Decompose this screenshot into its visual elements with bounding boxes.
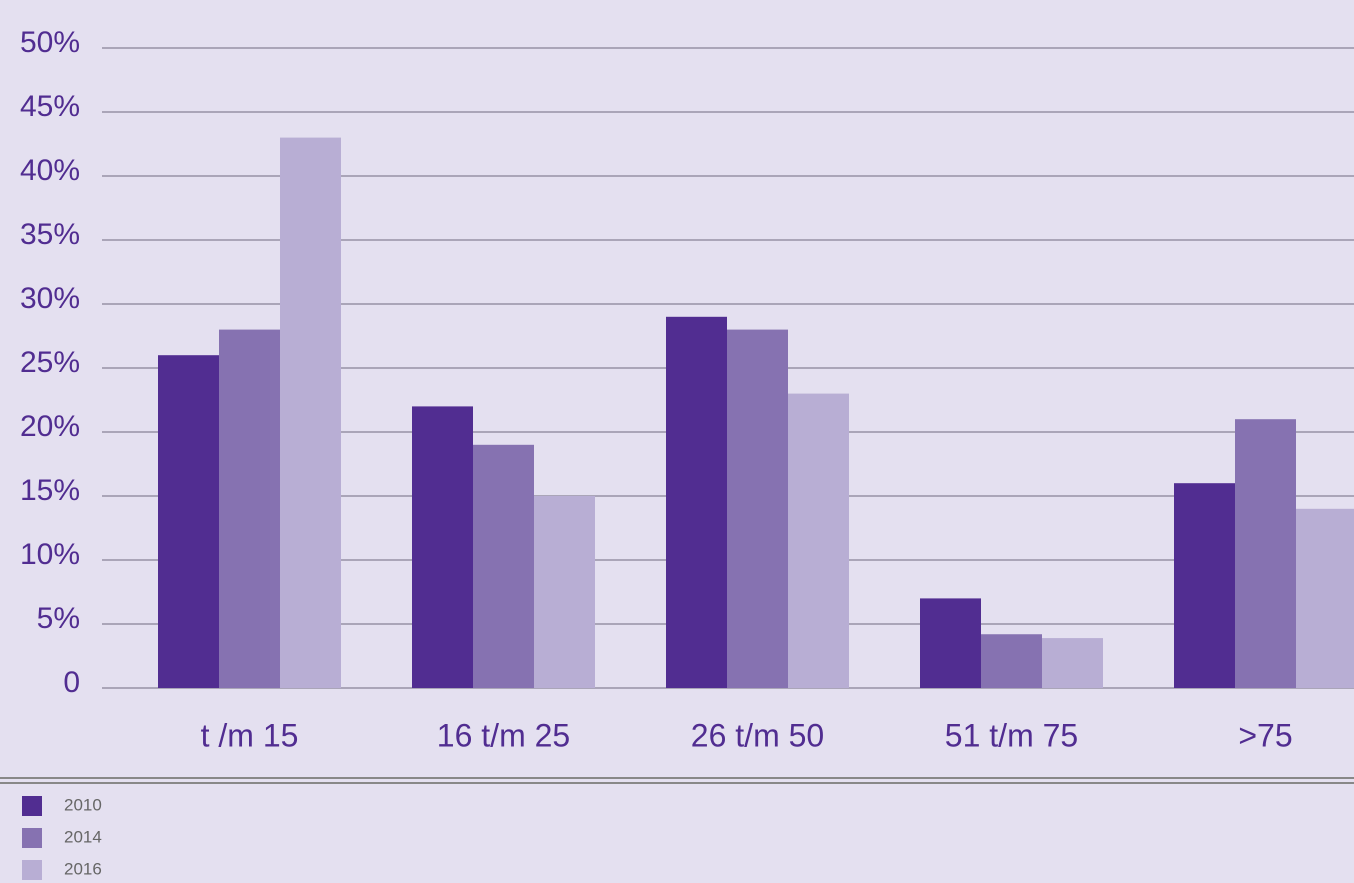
bar [1174,483,1235,688]
bar [158,355,219,688]
bar [473,444,534,688]
bar [1235,419,1296,688]
y-tick-label: 30% [20,282,80,315]
y-tick-label: 25% [20,346,80,379]
legend-swatch [22,796,42,816]
y-tick-label: 15% [20,474,80,507]
bar [219,329,280,688]
legend-label: 2014 [64,827,102,846]
y-tick-label: 20% [20,410,80,443]
bar [1042,638,1103,688]
x-tick-label: 16 t/m 25 [437,717,570,753]
bar [412,406,473,688]
legend-label: 2016 [64,859,102,878]
x-tick-label: >75 [1238,717,1292,753]
bar [920,598,981,688]
legend-swatch [22,860,42,880]
bar [280,137,341,689]
y-tick-label: 0 [63,666,80,699]
legend-label: 2010 [64,795,102,814]
y-tick-label: 5% [37,602,80,635]
bar [727,329,788,688]
x-tick-label: 51 t/m 75 [945,717,1078,753]
x-tick-label: t /m 15 [201,717,299,753]
y-tick-label: 40% [20,154,80,187]
bar [981,634,1042,688]
bar [788,393,849,688]
legend-swatch [22,828,42,848]
y-tick-label: 35% [20,218,80,251]
bar [1296,508,1354,688]
bar [534,496,595,688]
bar [666,316,727,688]
y-tick-label: 10% [20,538,80,571]
y-tick-label: 50% [20,26,80,59]
y-tick-label: 45% [20,90,80,123]
x-tick-label: 26 t/m 50 [691,717,824,753]
